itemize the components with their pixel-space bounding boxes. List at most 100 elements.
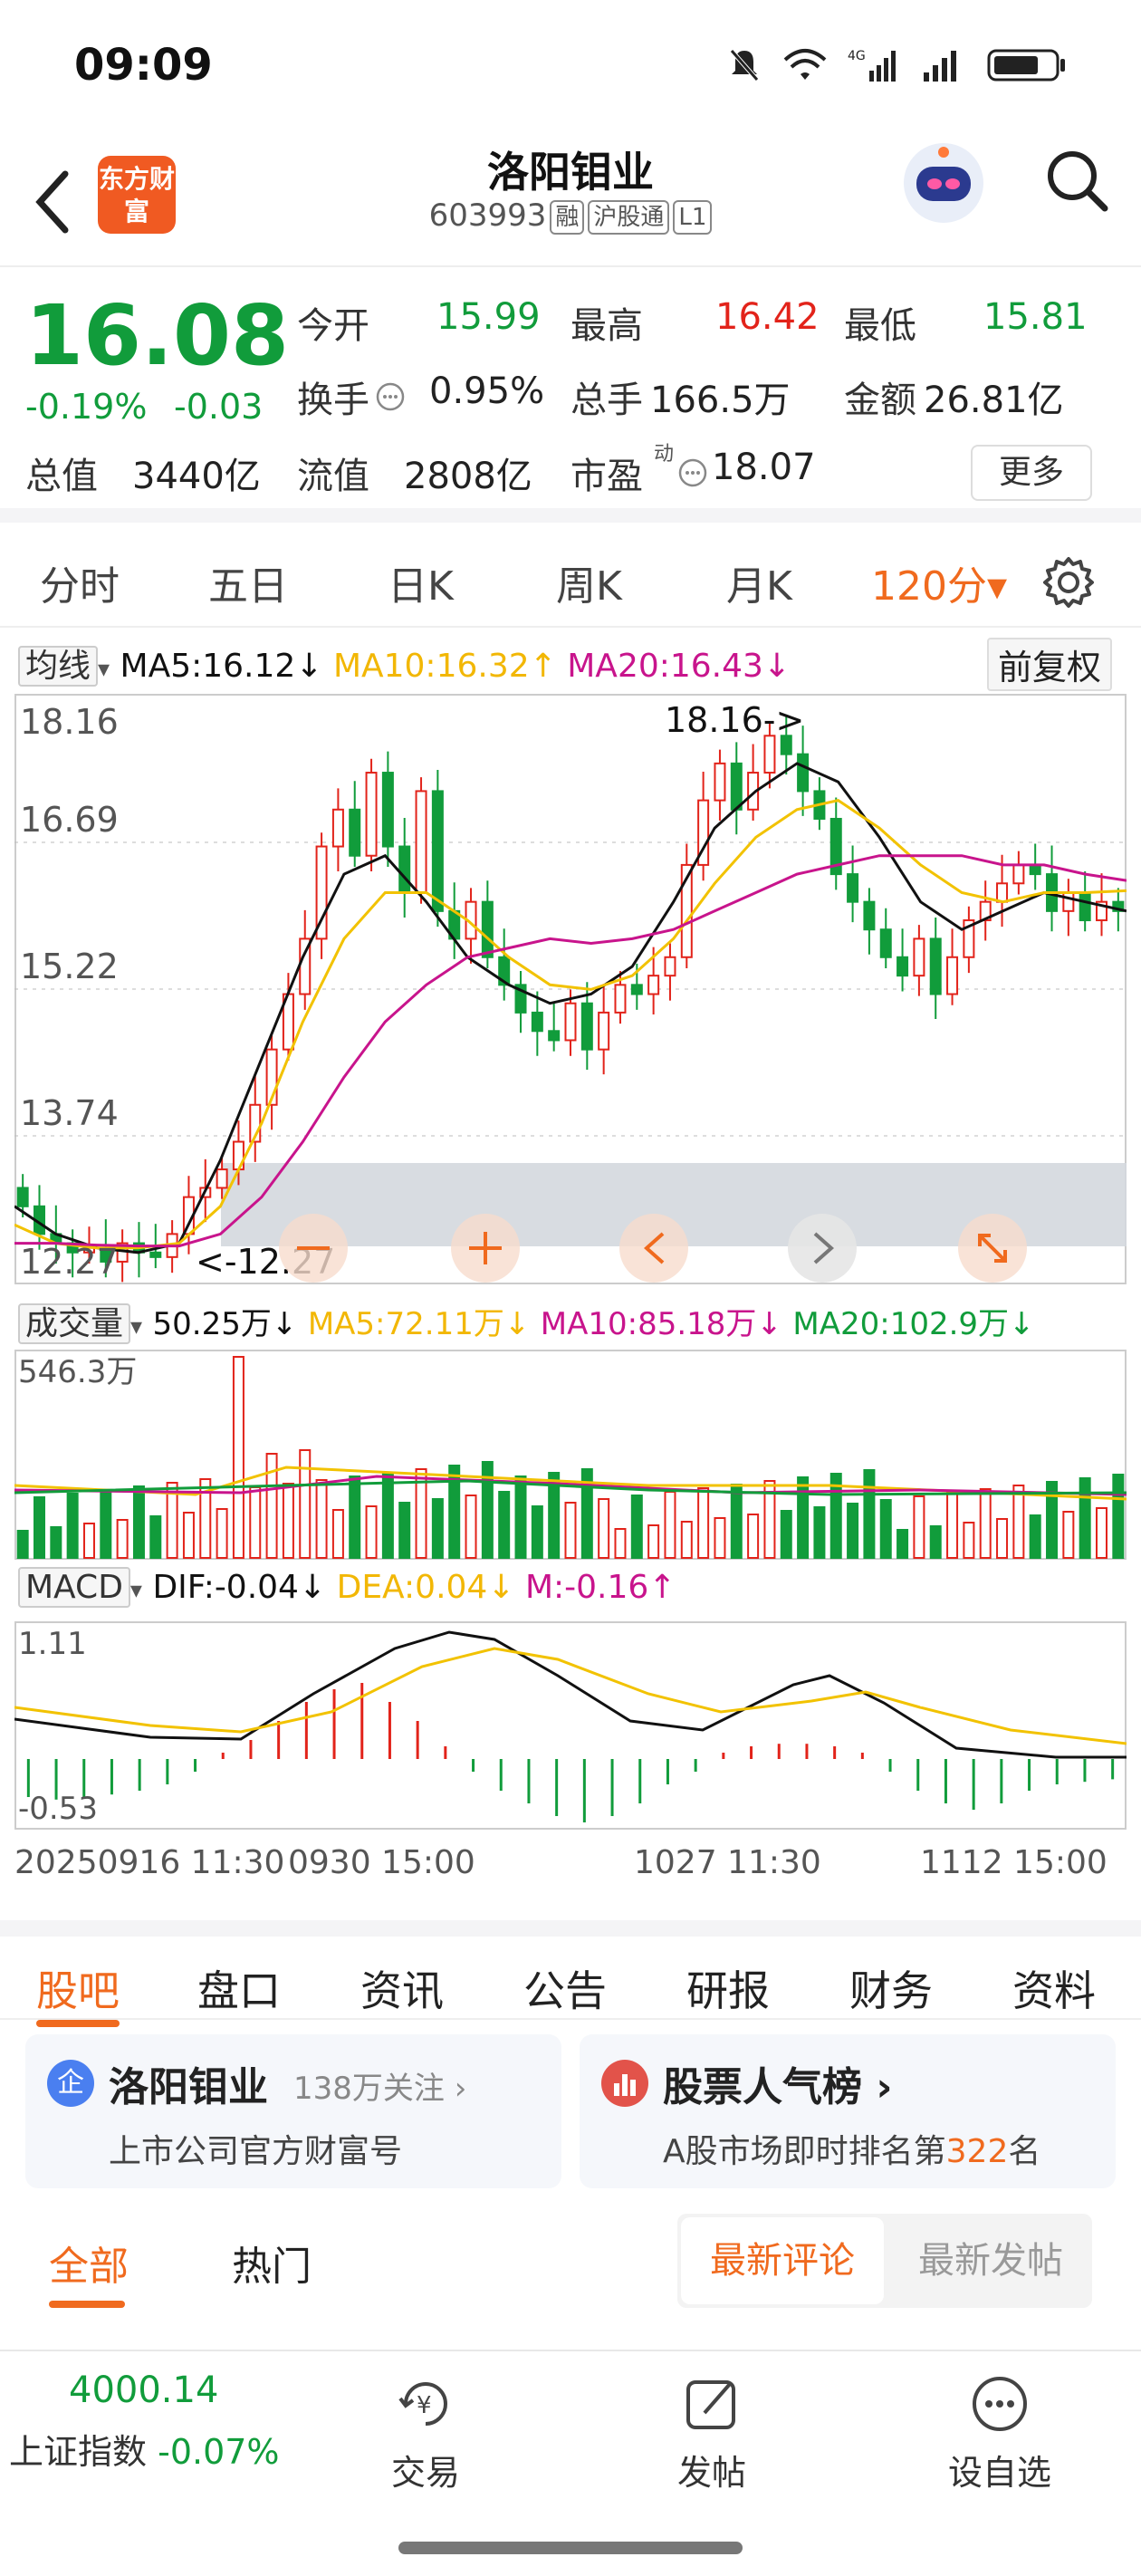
volume-selector[interactable]: 成交量 <box>18 1303 131 1344</box>
zoom-in-button[interactable] <box>451 1214 520 1283</box>
volume-bar <box>763 1480 776 1559</box>
tab-daily-k[interactable]: 日K <box>388 563 454 610</box>
company-account-card[interactable]: 企 洛阳钼业 138万关注 › 上市公司官方财富号 <box>25 2034 561 2188</box>
more-button[interactable]: 更多 <box>971 445 1092 501</box>
candle <box>365 758 378 872</box>
tab-intraday[interactable]: 分时 <box>40 563 120 610</box>
candle <box>381 751 394 867</box>
company-card-title: 洛阳钼业 <box>109 2064 268 2110</box>
volume-bar <box>929 1525 942 1559</box>
robot-assistant-icon[interactable] <box>896 136 991 230</box>
tab-five-day[interactable]: 五日 <box>208 563 288 610</box>
volume-bar <box>431 1498 444 1559</box>
candle <box>963 906 975 974</box>
tab-announcements[interactable]: 公告 <box>523 1966 607 2015</box>
scroll-right-button[interactable] <box>788 1214 857 1283</box>
tab-weekly-k[interactable]: 周K <box>556 563 622 610</box>
signal-icon <box>924 51 956 82</box>
tab-financials[interactable]: 财务 <box>849 1966 933 2015</box>
tab-profile[interactable]: 资料 <box>1012 1966 1096 2015</box>
signal-4g-icon: 4G <box>848 49 896 82</box>
tag-margin: 融 <box>550 199 585 235</box>
edit-icon <box>686 2380 735 2429</box>
change-percent: -0.19% <box>25 387 148 427</box>
more-dots-icon <box>973 2377 1027 2431</box>
turnover-label: 换手 <box>297 380 369 421</box>
pe-info-icon[interactable] <box>677 457 708 488</box>
popularity-card[interactable]: 股票人气榜 › A股市场即时排名第322名 <box>580 2034 1116 2188</box>
candle <box>780 714 792 775</box>
open-label: 今开 <box>297 305 369 347</box>
macd-axis-max: 1.11 <box>18 1626 87 1662</box>
float-cap-value: 2808亿 <box>404 456 532 497</box>
add-watchlist-button[interactable]: 设自选 <box>927 2371 1072 2494</box>
pe-value: 18.07 <box>712 447 816 488</box>
volume-bar <box>182 1512 195 1559</box>
ma-selector[interactable]: 均线 <box>18 646 99 687</box>
volume-bar <box>564 1502 577 1559</box>
index-row[interactable]: 上证指数 -0.07% <box>9 2424 280 2474</box>
tab-research[interactable]: 研报 <box>686 1966 770 2015</box>
vol-ma5: MA5:72.11万↓ <box>307 1306 531 1342</box>
time-label-4: 1112 15:00 <box>920 1844 1107 1881</box>
ma20-line <box>14 854 1127 1248</box>
volume-bar <box>66 1493 79 1559</box>
search-icon[interactable] <box>1041 145 1114 217</box>
post-button[interactable]: 发帖 <box>648 2371 775 2494</box>
macd-dif-line <box>14 1630 1127 1759</box>
volume-chart[interactable]: 546.3万 <box>14 1350 1127 1560</box>
candle <box>331 788 344 872</box>
volume-bar <box>598 1498 610 1559</box>
trade-button[interactable]: ¥ 交易 <box>362 2371 489 2494</box>
low-label: 最低 <box>844 305 916 347</box>
volume-bar <box>365 1505 378 1559</box>
volume-bar <box>265 1453 278 1559</box>
filter-hot[interactable]: 热门 <box>232 2244 312 2290</box>
tab-news[interactable]: 资讯 <box>360 1966 444 2015</box>
volume-bar <box>116 1519 129 1559</box>
candle <box>548 1002 561 1052</box>
tab-120min[interactable]: 120分▾ <box>871 563 1008 610</box>
scroll-left-button[interactable] <box>619 1214 688 1283</box>
zoom-out-button[interactable] <box>279 1214 348 1283</box>
info-icon[interactable] <box>375 381 406 412</box>
candle <box>929 917 942 1020</box>
volume-indicator-row: 成交量 ▾ 50.25万↓ MA5:72.11万↓ MA10:85.18万↓ MA… <box>18 1297 1035 1344</box>
macd-selector[interactable]: MACD <box>18 1567 130 1608</box>
candle <box>564 989 577 1056</box>
macd-chart[interactable]: 1.11 -0.53 <box>14 1621 1127 1830</box>
active-tab-indicator <box>36 2020 120 2027</box>
index-name: 上证指数 <box>9 2432 148 2472</box>
volume-bar <box>1012 1485 1025 1559</box>
gear-icon[interactable] <box>1040 553 1098 611</box>
tab-guba[interactable]: 股吧 <box>36 1966 120 2015</box>
volume-bar <box>879 1499 892 1559</box>
candlestick-chart[interactable]: 18.16 16.69 15.22 13.74 12.27 18.16-> <-… <box>14 694 1127 1284</box>
sort-latest-post[interactable]: 最新发帖 <box>918 2240 1063 2282</box>
volume-value: 166.5万 <box>650 380 791 421</box>
volume-bar <box>381 1472 394 1559</box>
enterprise-icon: 企 <box>47 2060 94 2107</box>
volume-bar <box>797 1476 810 1559</box>
tab-pankou[interactable]: 盘口 <box>197 1966 281 2015</box>
ma-indicator-row: 均线 ▾ MA5:16.12↓ MA10:16.32↑ MA20:16.43↓ <box>18 639 791 687</box>
filter-all[interactable]: 全部 <box>49 2244 129 2290</box>
macd-m: M:-0.16↑ <box>524 1569 676 1606</box>
change-amount: -0.03 <box>174 387 264 427</box>
sort-latest-comment[interactable]: 最新评论 <box>681 2217 884 2304</box>
volume-bar <box>149 1515 162 1559</box>
index-change: -0.07% <box>158 2432 280 2472</box>
back-arrow-icon[interactable] <box>27 161 82 243</box>
volume-bar <box>913 1495 925 1559</box>
stock-code: 603993 <box>428 197 547 234</box>
candle <box>913 925 925 996</box>
tab-monthly-k[interactable]: 月K <box>726 563 792 610</box>
fullscreen-button[interactable] <box>958 1214 1027 1283</box>
candle <box>315 832 328 959</box>
adjust-button[interactable]: 前复权 <box>987 638 1113 691</box>
vol-ma10: MA10:85.18万↓ <box>540 1306 782 1342</box>
status-icons: 4G <box>726 47 1069 83</box>
volume-bar <box>50 1526 62 1559</box>
ranking-icon <box>601 2060 648 2107</box>
macd-dea-line <box>14 1647 1127 1745</box>
